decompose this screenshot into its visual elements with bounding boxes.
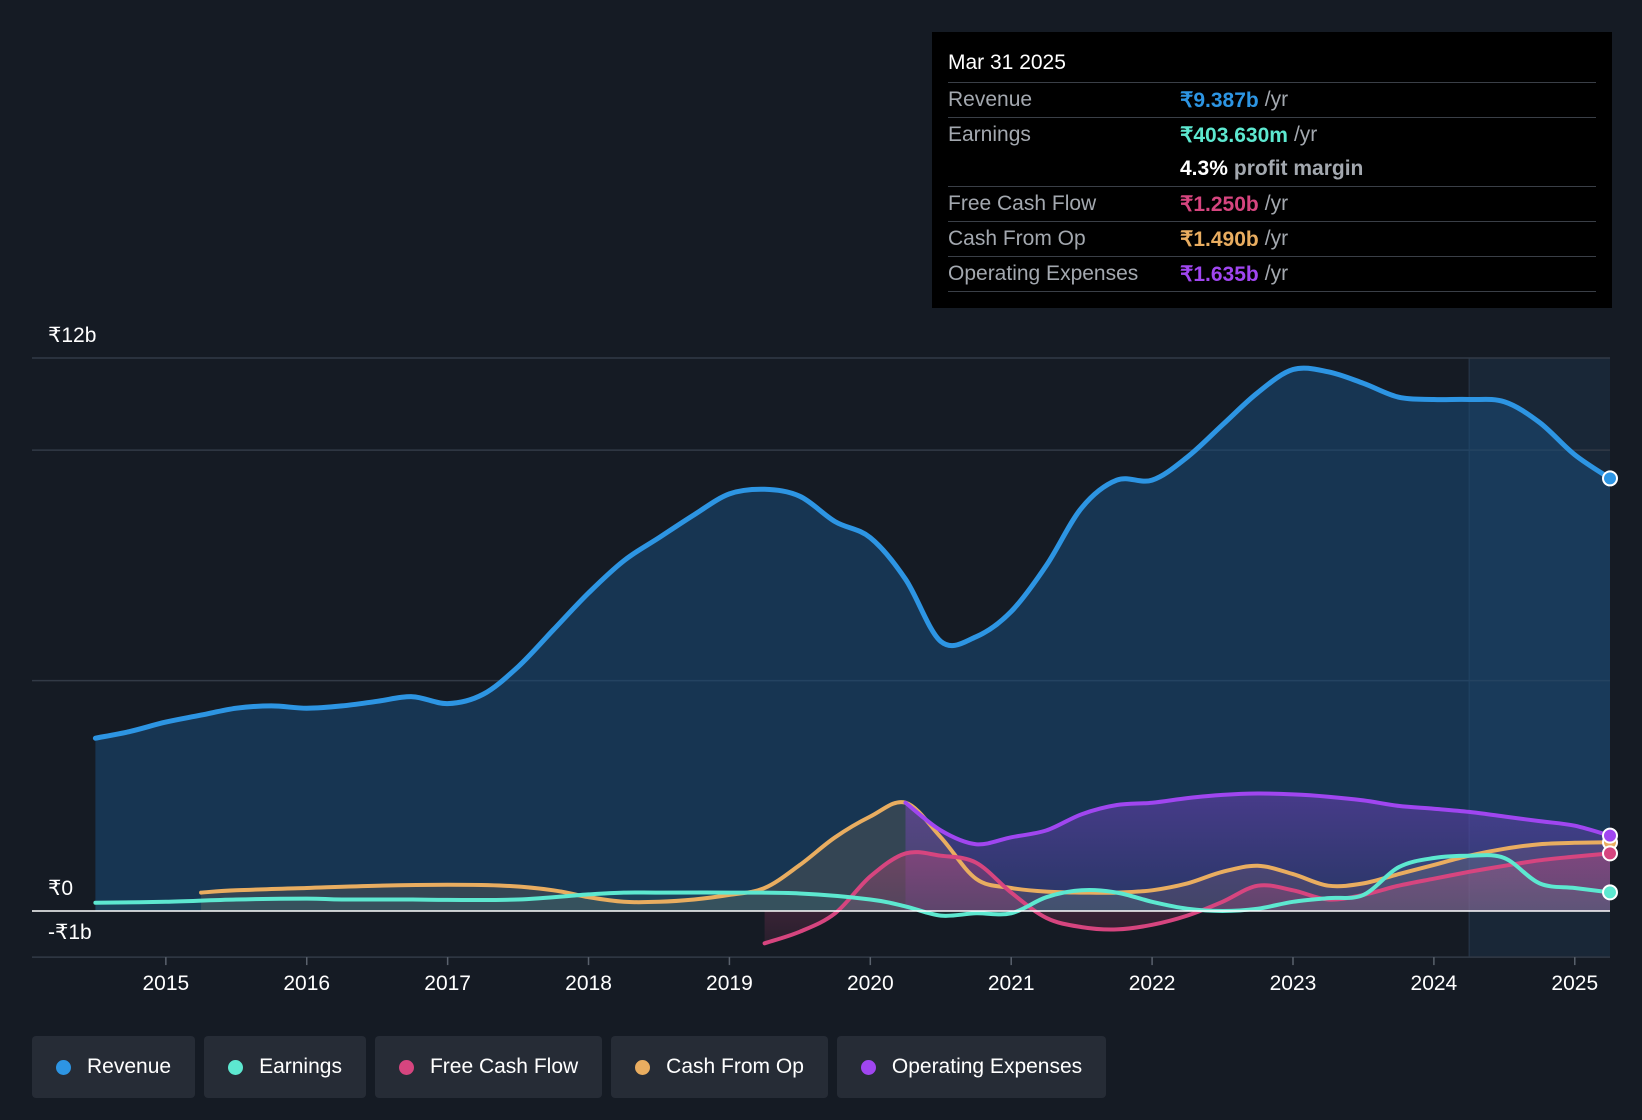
cash-from-op-dot-icon <box>635 1059 651 1075</box>
tooltip-row-free-cash-flow: Free Cash Flow ₹1.250b /yr <box>948 187 1596 222</box>
tooltip-value-free-cash-flow: ₹1.250b <box>1180 192 1259 216</box>
tooltip-unit: /yr <box>1264 262 1289 285</box>
legend-item-revenue[interactable]: Revenue <box>32 1036 196 1098</box>
legend-item-free-cash-flow[interactable]: Free Cash Flow <box>374 1036 603 1098</box>
revenue-area <box>95 368 1610 912</box>
x-tick-label: 2021 <box>988 972 1035 995</box>
tooltip-value-cash-from-op: ₹1.490b <box>1180 227 1259 251</box>
marker-layer <box>1602 470 1618 901</box>
legend-label: Free Cash Flow <box>429 1055 579 1078</box>
earnings-line <box>93 853 1612 918</box>
tooltip-row-profit-margin: 4.3% profit margin <box>948 152 1596 187</box>
legend-label: Revenue <box>87 1055 172 1078</box>
tooltip-row-operating-expenses: Operating Expenses ₹1.635b /yr <box>948 257 1596 292</box>
tooltip-unit: /yr <box>1293 123 1318 146</box>
earnings-dot-icon <box>228 1059 244 1075</box>
tooltip-row-revenue: Revenue ₹9.387b /yr <box>948 83 1596 118</box>
y-tick-label: -₹1b <box>48 921 92 944</box>
tooltip-label: Revenue <box>948 88 1033 111</box>
tooltip-label: Earnings <box>948 123 1031 146</box>
x-tick-label: 2022 <box>1129 972 1176 995</box>
x-tick-label: 2024 <box>1411 972 1458 995</box>
tooltip-label: Free Cash Flow <box>948 192 1097 215</box>
tooltip-value-revenue: ₹9.387b <box>1180 88 1259 112</box>
tooltip-row-earnings: Earnings ₹403.630m /yr <box>948 118 1596 152</box>
tooltip-profit-margin-label: profit margin <box>1233 157 1364 180</box>
x-tick-label: 2015 <box>142 972 189 995</box>
y-tick-label: ₹0 <box>48 877 73 900</box>
axis-layer: ₹12b ₹0 -₹1b 2015 2016 2017 2018 2019 2020 2021 20… <box>32 324 1610 995</box>
legend-item-earnings[interactable]: Earnings <box>204 1036 366 1098</box>
tooltip-unit: /yr <box>1264 192 1289 215</box>
legend-label: Operating Expenses <box>891 1055 1083 1078</box>
data-tooltip: Mar 31 2025 Revenue ₹9.387b /yr Earnings… <box>932 32 1612 308</box>
tooltip-label: Cash From Op <box>948 227 1086 250</box>
free-cash-flow-area <box>764 852 1610 944</box>
x-tick-label: 2018 <box>565 972 612 995</box>
legend-item-operating-expenses[interactable]: Operating Expenses <box>836 1036 1107 1098</box>
operating-expenses-end-marker <box>1602 827 1618 844</box>
free-cash-flow-dot-icon <box>398 1059 414 1075</box>
tooltip-row-cash-from-op: Cash From Op ₹1.490b /yr <box>948 222 1596 257</box>
tooltip-unit: /yr <box>1264 227 1289 250</box>
x-tick-label: 2025 <box>1551 972 1598 995</box>
earnings-end-marker <box>1602 884 1618 901</box>
tooltip-label: Operating Expenses <box>948 262 1139 285</box>
cash-from-op-line <box>199 800 1612 905</box>
line-layer <box>92 365 1613 946</box>
legend-label: Cash From Op <box>666 1055 804 1078</box>
x-tick-label: 2020 <box>847 972 894 995</box>
legend-label: Earnings <box>259 1055 342 1078</box>
tooltip-value-operating-expenses: ₹1.635b <box>1180 262 1259 286</box>
operating-expenses-dot-icon <box>860 1059 876 1075</box>
x-tick-label: 2023 <box>1270 972 1317 995</box>
tooltip-unit: /yr <box>1264 88 1289 111</box>
revenue-end-marker <box>1602 470 1618 487</box>
tooltip-date: Mar 31 2025 <box>948 46 1596 83</box>
tooltip-value-earnings: ₹403.630m <box>1180 123 1288 147</box>
operating-expenses-line <box>903 791 1612 847</box>
free-cash-flow-line <box>762 850 1612 946</box>
x-tick-label: 2016 <box>283 972 330 995</box>
chart-legend: Revenue Earnings Free Cash Flow Cash Fro… <box>32 1036 1107 1098</box>
area-layer <box>95 368 1611 944</box>
x-tick-label: 2019 <box>706 972 753 995</box>
legend-item-cash-from-op[interactable]: Cash From Op <box>611 1036 828 1098</box>
tooltip-profit-margin-value: 4.3% <box>1180 157 1228 180</box>
free-cash-flow-end-marker <box>1602 845 1618 862</box>
revenue-dot-icon <box>56 1059 71 1075</box>
x-tick-label: 2017 <box>424 972 471 995</box>
y-tick-label: ₹12b <box>48 324 96 347</box>
revenue-line <box>92 365 1613 741</box>
